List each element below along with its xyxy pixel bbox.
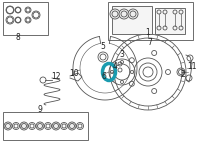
Bar (3, 2, 48, 35)
Text: 5: 5 (101, 41, 105, 51)
Text: 8: 8 (16, 32, 20, 41)
Circle shape (20, 122, 28, 130)
Bar (112, 6, 152, 34)
Circle shape (68, 122, 76, 130)
Bar (3, 112, 88, 140)
Bar (108, 2, 193, 40)
Circle shape (119, 9, 129, 19)
Text: 1: 1 (146, 27, 150, 36)
Text: 12: 12 (51, 71, 61, 81)
Circle shape (4, 122, 12, 130)
Text: 3: 3 (120, 50, 124, 59)
Text: 11: 11 (187, 61, 197, 71)
Text: 6: 6 (102, 71, 106, 81)
Circle shape (36, 122, 44, 130)
Circle shape (52, 122, 60, 130)
Circle shape (128, 9, 138, 19)
Text: 9: 9 (38, 106, 42, 115)
Circle shape (110, 9, 120, 19)
Text: 2: 2 (181, 70, 185, 78)
Text: 4: 4 (113, 61, 117, 71)
Text: 10: 10 (69, 69, 79, 77)
Text: 7: 7 (148, 37, 152, 46)
Bar (155, 8, 185, 34)
